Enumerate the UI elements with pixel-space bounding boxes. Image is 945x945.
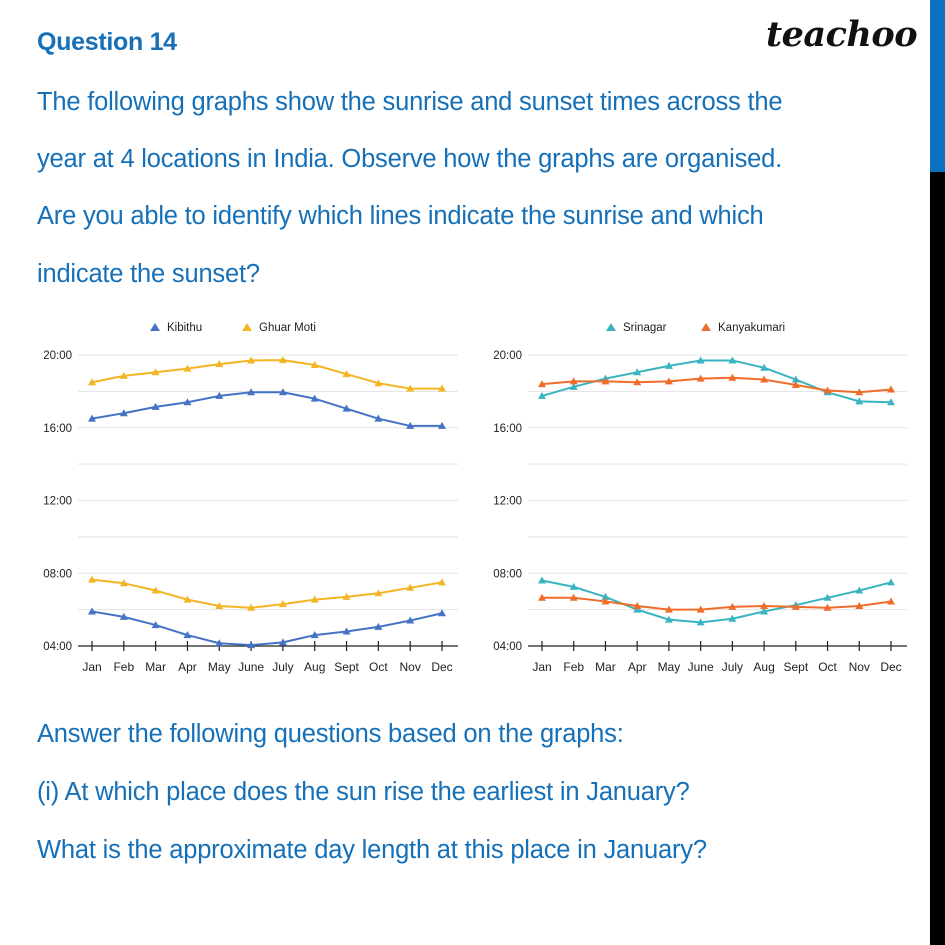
x-tick-label: June <box>238 660 264 674</box>
data-point-triangle-icon <box>374 379 383 387</box>
series-line-kibithu-sunset <box>91 391 442 427</box>
x-tick-label: Aug <box>304 660 325 674</box>
data-point-triangle-icon <box>151 586 160 594</box>
data-point-triangle-icon <box>151 621 160 629</box>
legend-label: Ghuar Moti <box>259 322 316 334</box>
x-tick-label: Oct <box>369 660 388 674</box>
data-point-triangle-icon <box>88 575 96 583</box>
x-tick-label: Jan <box>82 660 101 674</box>
data-point-triangle-icon <box>374 622 383 630</box>
data-point-triangle-icon <box>183 398 192 406</box>
data-point-triangle-icon <box>310 595 319 603</box>
x-tick-label: Nov <box>400 660 421 674</box>
x-tick-label: Feb <box>113 660 134 674</box>
data-point-triangle-icon <box>183 631 192 639</box>
side-accent-bar <box>930 0 945 172</box>
data-point-triangle-icon <box>119 612 128 620</box>
data-point-triangle-icon <box>183 595 192 603</box>
questions-lead: Answer the following questions based on … <box>37 720 624 748</box>
intro-line-1: The following graphs show the sunrise an… <box>37 88 783 116</box>
data-point-triangle-icon <box>247 603 256 611</box>
data-point-triangle-icon <box>88 607 96 615</box>
data-point-triangle-icon <box>278 638 287 646</box>
data-point-triangle-icon <box>342 370 351 378</box>
data-point-triangle-icon <box>215 391 224 399</box>
x-tick-label: July <box>272 660 293 674</box>
question-1-line-1: (i) At which place does the sun rise the… <box>37 778 690 806</box>
y-tick-label: 08:00 <box>43 568 72 580</box>
series-line-ghuar-moti-sunrise <box>91 578 443 609</box>
data-point-triangle-icon <box>310 361 319 369</box>
data-point-triangle-icon <box>278 600 287 608</box>
data-point-triangle-icon <box>310 394 319 402</box>
data-point-triangle-icon <box>406 421 415 429</box>
data-point-triangle-icon <box>215 360 224 368</box>
data-point-triangle-icon <box>438 578 446 586</box>
data-point-triangle-icon <box>374 414 383 422</box>
data-point-triangle-icon <box>278 388 287 396</box>
data-point-triangle-icon <box>406 583 415 591</box>
question-title: Question 14 <box>37 28 177 56</box>
data-point-triangle-icon <box>342 627 351 635</box>
data-point-triangle-icon <box>88 378 96 386</box>
data-point-triangle-icon <box>119 371 128 379</box>
chart-0: 04:00 08:00 12:00 16:00 20:00 Jan Feb Mar Apr May… <box>43 322 458 674</box>
data-point-triangle-icon <box>438 609 446 617</box>
intro-line-3: Are you able to identify which lines ind… <box>37 202 764 230</box>
y-tick-label: 12:00 <box>43 496 72 508</box>
teachoo-logo: teachoo <box>766 14 918 55</box>
data-point-triangle-icon <box>438 421 446 429</box>
y-tick-label: 16:00 <box>43 423 72 435</box>
series-line-kibithu-sunrise <box>91 610 443 647</box>
side-dark-bar <box>930 172 945 945</box>
y-tick-label: 04:00 <box>43 641 72 653</box>
data-point-triangle-icon <box>119 579 128 587</box>
data-point-triangle-icon <box>247 388 256 396</box>
data-point-triangle-icon <box>278 356 287 364</box>
intro-line-2: year at 4 locations in India. Observe ho… <box>37 145 782 173</box>
data-point-triangle-icon <box>247 356 256 364</box>
data-point-triangle-icon <box>119 409 128 417</box>
data-point-triangle-icon <box>374 589 383 597</box>
legend-triangle-icon <box>242 323 252 331</box>
data-point-triangle-icon <box>151 402 160 410</box>
data-point-triangle-icon <box>438 384 446 392</box>
x-tick-label: Apr <box>178 660 197 674</box>
x-tick-label: Dec <box>431 660 452 674</box>
data-point-triangle-icon <box>183 364 192 372</box>
data-point-triangle-icon <box>406 616 415 624</box>
data-point-triangle-icon <box>247 641 256 649</box>
legend-triangle-icon <box>150 323 160 331</box>
x-tick-label: Mar <box>145 660 166 674</box>
y-tick-label: 20:00 <box>43 350 72 362</box>
intro-line-4: indicate the sunset? <box>37 260 260 288</box>
data-point-triangle-icon <box>88 414 96 422</box>
x-tick-label: Sept <box>334 660 359 674</box>
data-point-triangle-icon <box>215 639 224 647</box>
x-tick-label: May <box>208 660 231 674</box>
data-point-triangle-icon <box>406 384 415 392</box>
data-point-triangle-icon <box>310 631 319 639</box>
data-point-triangle-icon <box>342 592 351 600</box>
question-1-line-2: What is the approximate day length at th… <box>37 836 707 864</box>
data-point-triangle-icon <box>215 601 224 609</box>
series-line-ghuar-moti-sunset <box>91 359 442 390</box>
legend-label: Kibithu <box>167 322 202 334</box>
data-point-triangle-icon <box>342 404 351 412</box>
data-point-triangle-icon <box>151 368 160 376</box>
